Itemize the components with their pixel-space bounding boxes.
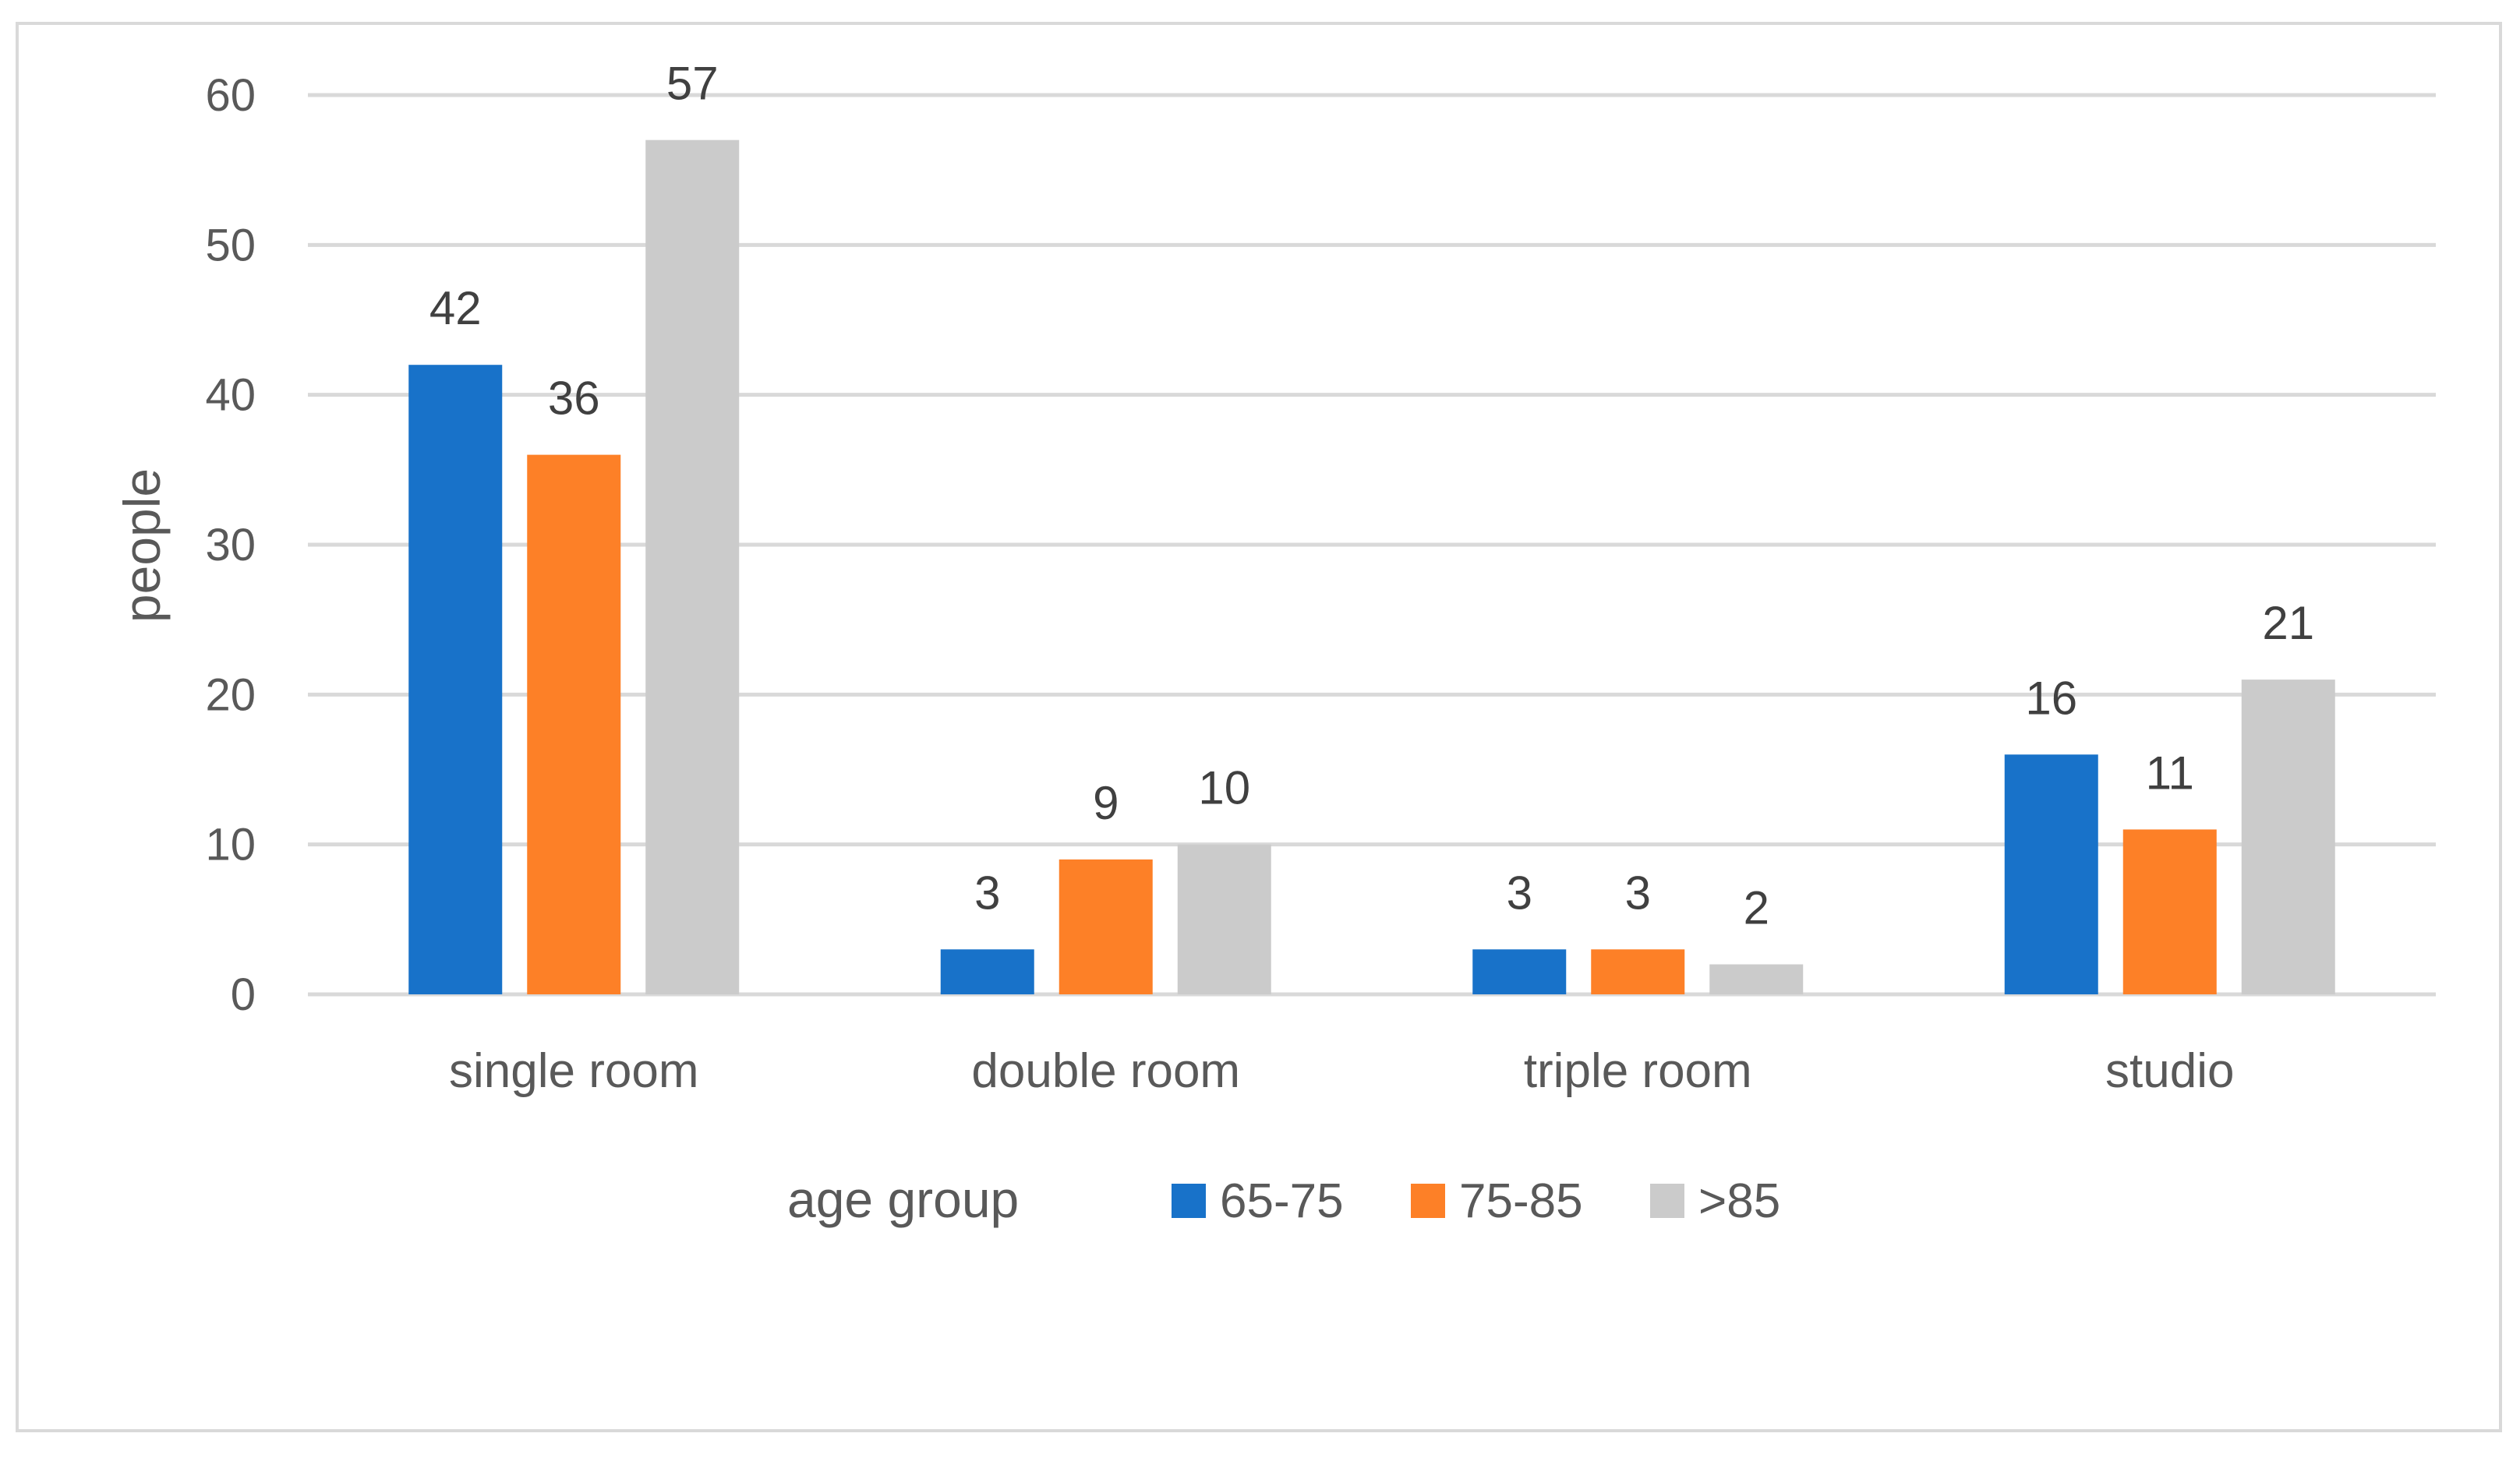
- legend-title: age group: [787, 1170, 1019, 1228]
- legend-entry: >85: [1698, 1174, 1780, 1228]
- legend-entry: 65-75: [1220, 1174, 1344, 1228]
- data-label: 57: [666, 58, 719, 110]
- data-label: 11: [2146, 747, 2194, 799]
- y-tick-label: 20: [205, 669, 256, 720]
- bar: [408, 365, 503, 994]
- bar: [1472, 949, 1567, 994]
- data-label: 21: [2262, 597, 2314, 649]
- data-label: 10: [1198, 762, 1250, 814]
- bar: [645, 139, 740, 995]
- gridlines: [308, 93, 2436, 997]
- bar: [940, 949, 1034, 994]
- data-label: 2: [1744, 882, 1769, 934]
- data-label: 16: [2025, 672, 2077, 724]
- y-tick-label: 10: [205, 820, 256, 870]
- category-label: single room: [449, 1044, 698, 1098]
- bar: [1591, 949, 1685, 994]
- bar: [527, 454, 621, 994]
- legend: age group 65-75 75-85 >85: [787, 1170, 1780, 1228]
- bars: [408, 139, 2335, 995]
- bar: [1059, 859, 1153, 994]
- bar: [1709, 964, 1804, 994]
- y-axis-ticks: 0 10 20 30 40 50 60: [205, 70, 256, 1020]
- data-label: 36: [548, 372, 600, 425]
- y-tick-label: 0: [231, 969, 256, 1020]
- legend-swatch: [1411, 1184, 1445, 1218]
- data-label: 3: [1507, 867, 1532, 919]
- bar: [2122, 829, 2217, 994]
- bar: [2241, 680, 2335, 994]
- legend-swatch: [1650, 1184, 1684, 1218]
- bar: [2004, 754, 2098, 994]
- y-tick-label: 50: [205, 220, 256, 270]
- y-tick-label: 40: [205, 370, 256, 421]
- category-label: double room: [971, 1044, 1240, 1098]
- legend-swatch: [1172, 1184, 1206, 1218]
- data-labels: 42 36 57 3 9 10 3 3 2 16 11 21: [429, 58, 2314, 934]
- legend-entry: 75-85: [1459, 1174, 1583, 1228]
- category-label: triple room: [1524, 1044, 1752, 1098]
- x-axis-categories: single room double room triple room studio: [449, 1044, 2234, 1098]
- y-axis-title: people: [113, 468, 171, 623]
- data-label: 42: [429, 282, 482, 334]
- data-label: 9: [1093, 777, 1119, 829]
- y-tick-label: 30: [205, 520, 256, 570]
- data-label: 3: [1625, 867, 1651, 919]
- bar: [1177, 844, 1271, 994]
- data-label: 3: [974, 867, 1000, 919]
- category-label: studio: [2105, 1044, 2234, 1098]
- y-tick-label: 60: [205, 70, 256, 121]
